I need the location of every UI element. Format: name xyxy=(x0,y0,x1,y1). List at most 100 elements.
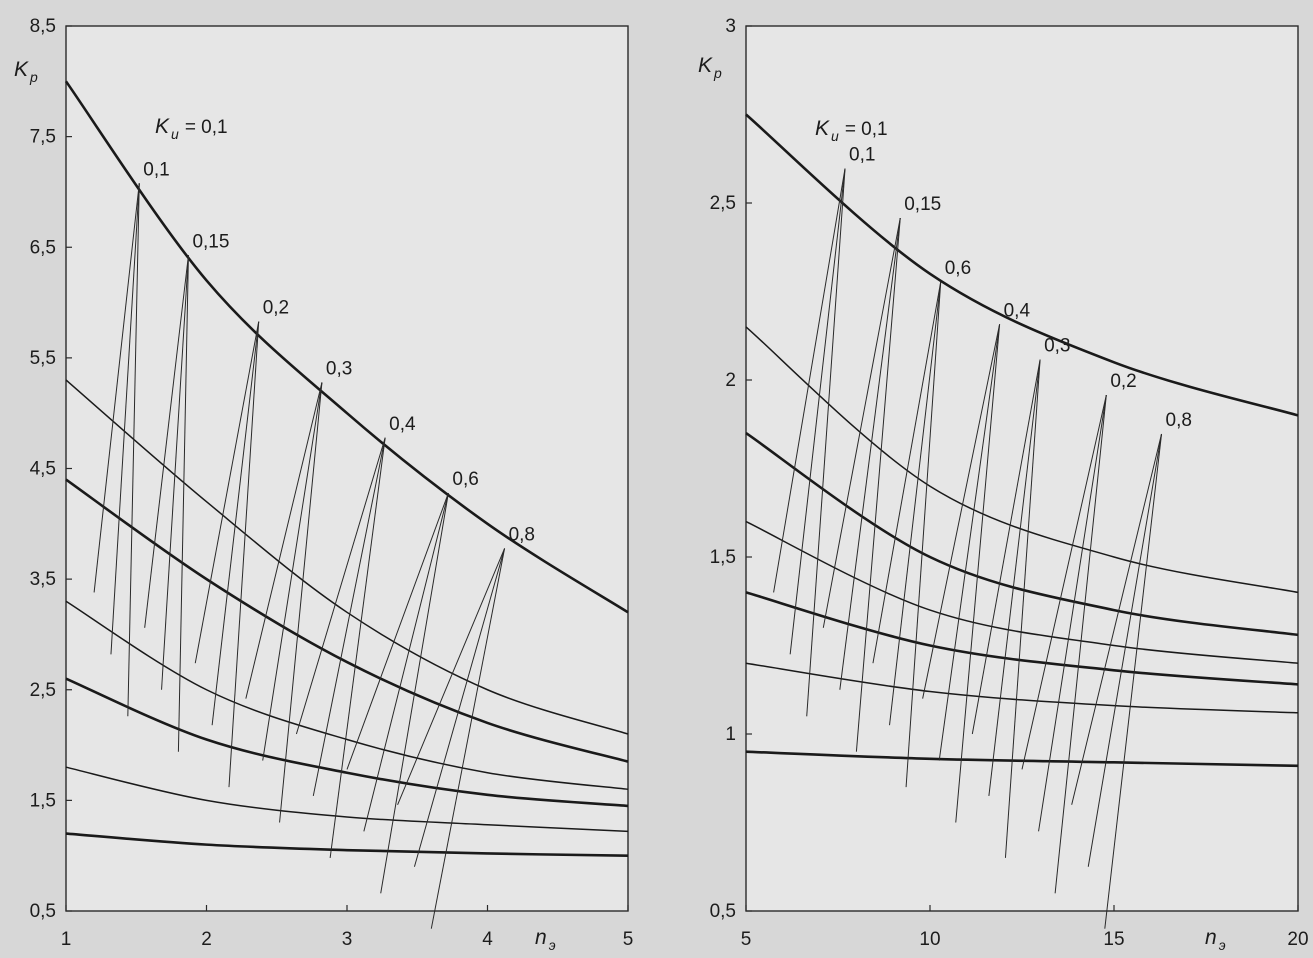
left-curves xyxy=(64,80,629,857)
leader-line xyxy=(380,493,449,894)
leader-line xyxy=(279,382,323,823)
leader-line xyxy=(93,183,140,593)
leader-line xyxy=(1071,433,1163,805)
left-leader-lines: 0,1 0,15 0,2 0,3 0,4 0,6 0,8 xyxy=(93,159,535,929)
leader-line xyxy=(1038,395,1107,832)
leader-line xyxy=(1004,359,1041,858)
leader-line xyxy=(839,218,901,690)
leader-line xyxy=(295,437,386,735)
y-tick-label: 6,5 xyxy=(30,237,56,258)
leader-line xyxy=(161,255,189,690)
curve-line xyxy=(745,520,1299,664)
leader-line xyxy=(211,321,260,726)
curve-line xyxy=(64,80,629,614)
leader-line xyxy=(889,281,942,726)
curve-line xyxy=(745,113,1299,417)
curve-label: 0,15 xyxy=(904,194,941,215)
leader-line xyxy=(872,281,942,664)
leader-line xyxy=(312,437,386,797)
right-panel: 0,5 1 1,5 2 2,5 3 5 10 15 20 0,1 0,15 0,6 0,4 0,3 0,2… xyxy=(698,16,1309,953)
curve-label: 0,4 xyxy=(1004,300,1031,321)
left-panel-frame xyxy=(65,25,629,912)
curve-label: 0,1 xyxy=(849,145,875,166)
curve-label: 0,4 xyxy=(389,414,416,435)
y-tick-label: 0,5 xyxy=(710,901,736,922)
leader-line xyxy=(822,217,901,628)
curve-label: 0,6 xyxy=(452,469,478,490)
curve-label: 0,6 xyxy=(945,258,971,279)
leader-line xyxy=(228,321,260,788)
x-tick-label: 5 xyxy=(623,929,634,950)
leader-line xyxy=(988,359,1041,797)
leader-line xyxy=(789,168,846,655)
x-tick-label: 2 xyxy=(201,929,212,950)
y-tick-label: 1,5 xyxy=(710,547,736,568)
x-tick-label: 15 xyxy=(1103,929,1124,950)
leader-line xyxy=(346,492,449,770)
curve-label: 0,8 xyxy=(1166,410,1192,431)
leader-line xyxy=(955,324,1001,823)
leader-line xyxy=(1104,433,1163,929)
right-curves xyxy=(745,113,1299,768)
x-tick-label: 5 xyxy=(741,929,752,950)
x-tick-label: 1 xyxy=(61,929,72,950)
left-x-ticks: 1 2 3 4 5 xyxy=(61,905,634,950)
left-y-ticks: 0,5 1,5 2,5 3,5 4,5 5,5 6,5 7,5 8,5 xyxy=(30,16,72,922)
leader-line xyxy=(430,548,506,929)
curve-label: 0,1 xyxy=(143,159,169,180)
curve-line xyxy=(745,662,1299,714)
leader-line xyxy=(855,218,901,752)
y-tick-label: 0,5 xyxy=(30,901,56,922)
right-leader-lines: 0,1 0,15 0,6 0,4 0,3 0,2 0,8 xyxy=(773,145,1192,929)
leader-line xyxy=(922,324,1001,699)
y-tick-label: 3,5 xyxy=(30,569,56,590)
curve-line xyxy=(745,432,1299,637)
leader-line xyxy=(773,168,846,593)
y-tick-label: 2 xyxy=(725,370,736,391)
leader-line xyxy=(245,382,323,699)
y-tick-label: 2,5 xyxy=(710,193,736,214)
curve-line xyxy=(65,677,629,808)
leader-line xyxy=(177,255,189,752)
curve-label: 0,8 xyxy=(509,524,535,545)
curve-label: 0,15 xyxy=(192,231,229,252)
curve-label: 0,3 xyxy=(326,358,352,379)
leader-line xyxy=(971,359,1041,735)
x-tick-label: 3 xyxy=(342,929,353,950)
leader-line xyxy=(1054,395,1107,894)
leader-line xyxy=(262,382,323,761)
curve-label: 0,2 xyxy=(263,298,289,319)
curve-line xyxy=(65,600,629,791)
curve-line xyxy=(65,379,629,735)
leader-line xyxy=(806,168,846,717)
leader-line xyxy=(905,281,942,788)
curve-line xyxy=(745,591,1299,686)
y-tick-label: 4,5 xyxy=(30,459,56,480)
curve-line xyxy=(745,750,1299,768)
x-tick-label: 4 xyxy=(482,929,493,950)
y-tick-label: 2,5 xyxy=(30,680,56,701)
x-tick-label: 10 xyxy=(919,929,940,950)
leader-line xyxy=(413,548,506,867)
right-panel-frame xyxy=(745,25,1299,912)
curve-label: 0,3 xyxy=(1044,336,1070,357)
leader-line xyxy=(127,183,140,717)
leader-line xyxy=(144,255,189,628)
leader-line xyxy=(938,324,1001,761)
leader-line xyxy=(397,548,506,805)
leader-line xyxy=(194,321,260,664)
y-tick-label: 3 xyxy=(725,16,736,37)
right-y-ticks: 0,5 1 1,5 2 2,5 3 xyxy=(710,16,752,922)
x-tick-label: 20 xyxy=(1287,929,1308,950)
y-tick-label: 5,5 xyxy=(30,348,56,369)
y-tick-label: 7,5 xyxy=(30,127,56,148)
